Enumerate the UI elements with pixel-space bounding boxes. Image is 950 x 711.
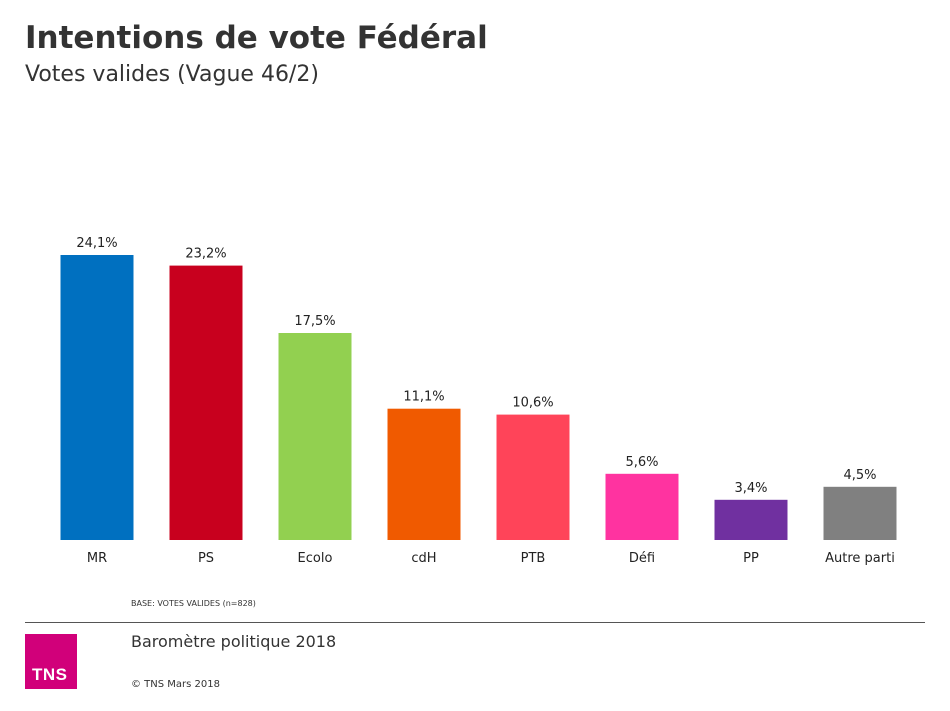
- data-label: 11,1%: [403, 390, 444, 405]
- bar-défi: [605, 473, 679, 540]
- bar-ps: [169, 265, 243, 540]
- chart-subtitle: Votes valides (Vague 46/2): [25, 62, 319, 87]
- category-label: PTB: [521, 551, 546, 566]
- copyright-text: © TNS Mars 2018: [131, 679, 220, 690]
- category-label: PP: [743, 551, 759, 566]
- category-label: Défi: [629, 551, 655, 566]
- category-label: MR: [87, 551, 107, 566]
- tns-logo: TNS: [25, 634, 77, 689]
- bar-mr: [60, 255, 134, 540]
- category-label: Autre parti: [825, 551, 895, 566]
- data-label: 3,4%: [734, 481, 767, 496]
- data-label: 5,6%: [625, 455, 658, 470]
- category-label: cdH: [411, 551, 436, 566]
- data-label: 17,5%: [294, 314, 335, 329]
- data-label: 23,2%: [185, 247, 226, 262]
- data-label: 4,5%: [843, 468, 876, 483]
- barometre-label: Baromètre politique 2018: [131, 632, 337, 651]
- data-label: 24,1%: [76, 236, 117, 251]
- chart-title: Intentions de vote Fédéral: [25, 20, 488, 56]
- footer-divider: [25, 622, 925, 623]
- bar-ptb: [496, 414, 570, 540]
- data-label: 10,6%: [512, 396, 553, 411]
- category-label: Ecolo: [298, 551, 333, 566]
- bar-autre-parti: [823, 486, 897, 540]
- tns-logo-text: TNS: [32, 665, 68, 684]
- bar-ecolo: [278, 333, 352, 540]
- bar-chart: 24,1% MR 23,2% PS 17,5% Ecolo 11,1% cdH 10,6% PTB…: [60, 236, 897, 566]
- bar-cdh: [387, 408, 461, 540]
- base-note: BASE: VOTES VALIDES (n=828): [131, 599, 256, 608]
- category-label: PS: [198, 551, 214, 566]
- bar-pp: [714, 499, 788, 540]
